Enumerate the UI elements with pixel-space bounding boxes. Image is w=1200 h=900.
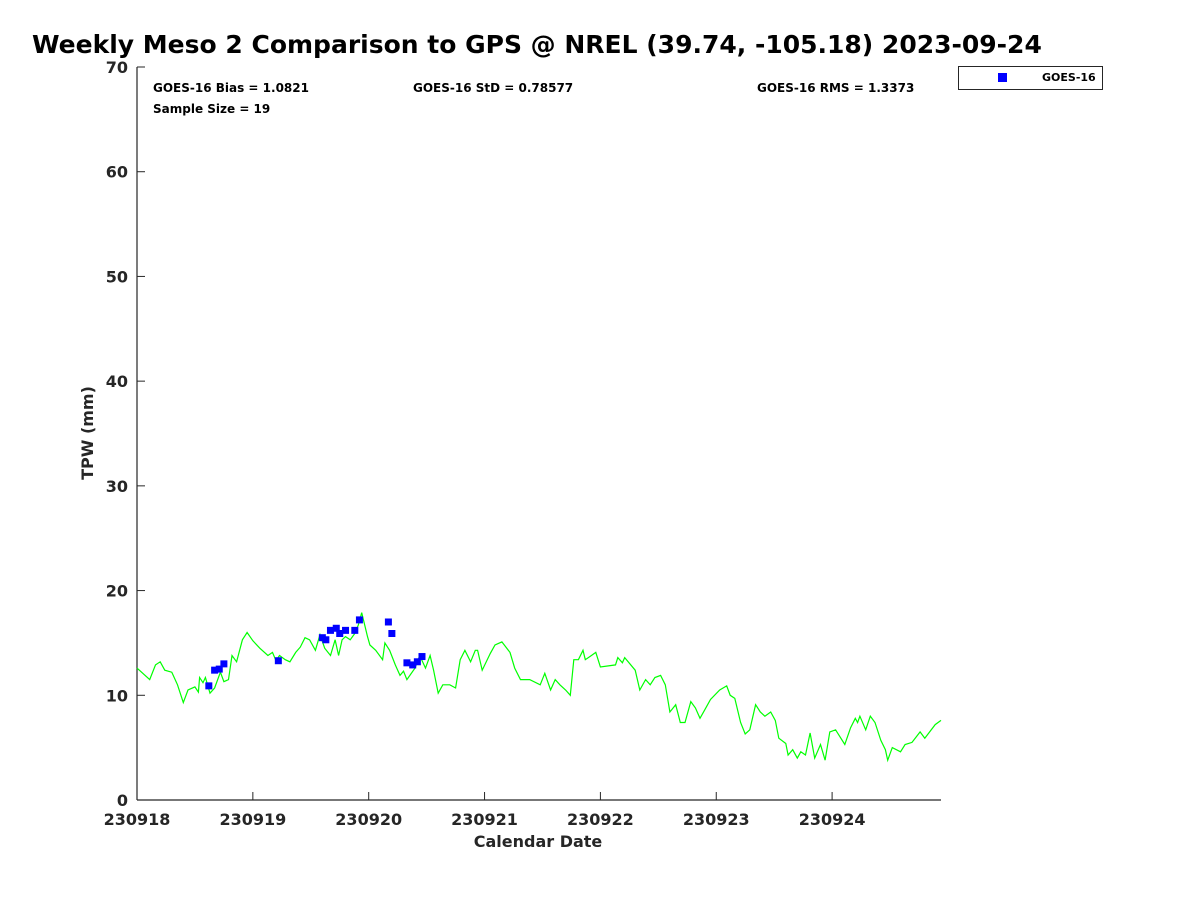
goes16-data-point (336, 630, 344, 638)
goes16-data-point (409, 661, 417, 669)
gps-line-layer (136, 612, 942, 763)
y-tick-label: 20 (106, 582, 128, 601)
goes16-data-point (388, 630, 396, 638)
goes16-data-point (351, 626, 359, 634)
legend-box (958, 66, 1103, 90)
y-tick-label: 10 (106, 686, 128, 705)
goes16-data-point (332, 624, 340, 632)
bias-annotation: GOES-16 Bias = 1.0821 (153, 81, 309, 95)
rms-annotation: GOES-16 RMS = 1.3373 (757, 81, 914, 95)
x-tick-label: 230919 (219, 810, 286, 829)
goes16-data-point (220, 660, 228, 668)
x-tick-label: 230918 (104, 810, 171, 829)
goes16-data-point (205, 682, 213, 690)
axes: 0 10 20 30 40 50 60 70 230918 230919 230920 230921 2… (104, 58, 941, 829)
x-axis-label: Calendar Date (474, 832, 603, 851)
legend-marker-goes16 (998, 73, 1007, 82)
x-tick-label: 230921 (451, 810, 518, 829)
y-axis-label: TPW (mm) (78, 386, 97, 480)
goes16-data-point (403, 659, 411, 667)
sample-size-annotation: Sample Size = 19 (153, 102, 270, 116)
y-tick-label: 40 (106, 372, 128, 391)
y-tick-label: 50 (106, 267, 128, 286)
goes16-data-point (274, 657, 282, 665)
x-tick-label: 230924 (799, 810, 866, 829)
x-tick-label: 230922 (567, 810, 634, 829)
y-tick-label: 0 (117, 791, 128, 810)
std-annotation: GOES-16 StD = 0.78577 (413, 81, 573, 95)
goes16-data-point (355, 616, 363, 624)
goes16-data-point (326, 626, 334, 634)
goes16-data-point (342, 626, 350, 634)
y-tick-label: 30 (106, 477, 128, 496)
legend-label-goes16: GOES-16 (1042, 71, 1096, 84)
y-tick-label: 70 (106, 58, 128, 77)
x-tick-label: 230920 (335, 810, 402, 829)
x-tick-label: 230923 (683, 810, 750, 829)
y-tick-label: 60 (106, 163, 128, 182)
goes16-data-point (322, 636, 330, 644)
legend: GOES-16 (958, 66, 1103, 90)
goes16-data-point (384, 618, 392, 626)
goes16-points-layer (205, 616, 426, 690)
gps-line (136, 612, 942, 763)
goes16-data-point (413, 658, 421, 666)
goes16-data-point (211, 666, 219, 674)
chart-title: Weekly Meso 2 Comparison to GPS @ NREL (… (32, 30, 1042, 59)
goes16-data-point (418, 653, 426, 661)
goes16-data-point (215, 665, 223, 673)
